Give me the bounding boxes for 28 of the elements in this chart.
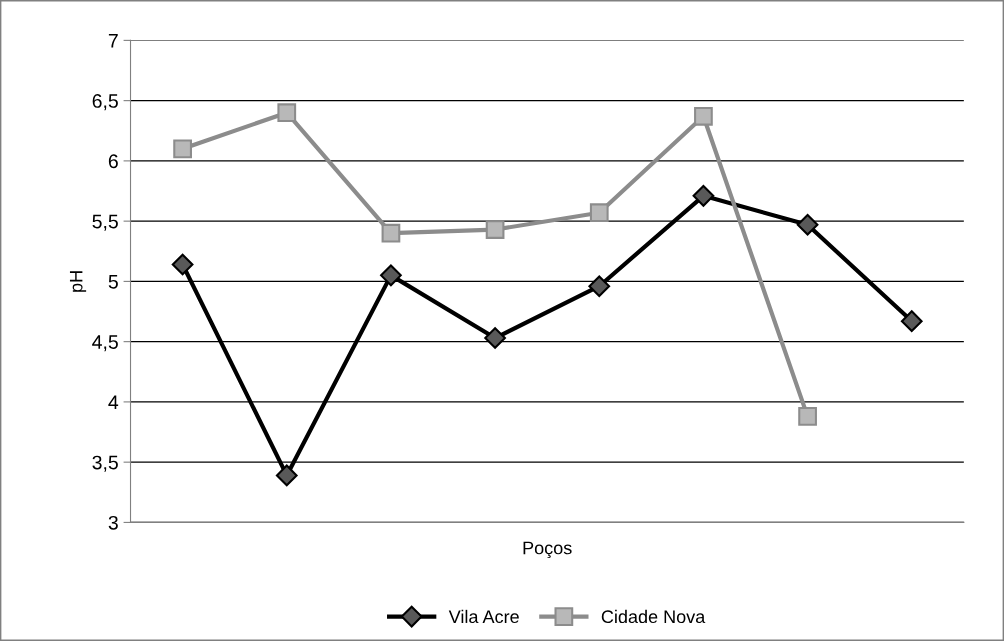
y-tick-label: 4,5 xyxy=(92,335,118,352)
point xyxy=(275,464,298,487)
point xyxy=(381,223,401,243)
point xyxy=(900,310,923,333)
x-axis-title: Poços xyxy=(523,541,572,558)
legend-label: Cidade Nova xyxy=(601,609,706,624)
y-tick-label: 6,5 xyxy=(92,94,118,111)
point xyxy=(694,106,713,126)
y-tick-label: 4 xyxy=(108,395,119,409)
point xyxy=(484,327,506,349)
point xyxy=(798,406,817,426)
point xyxy=(171,253,194,276)
y-tick-label: 3,5 xyxy=(92,455,118,472)
point xyxy=(796,213,819,236)
point xyxy=(692,184,715,207)
y-tick-label: 5,5 xyxy=(92,214,118,231)
point xyxy=(173,139,192,159)
y-axis-title: pH xyxy=(69,271,87,292)
y-tick-label: 3 xyxy=(108,515,118,530)
y-tick-label: 6 xyxy=(108,154,118,169)
y-tick-label: 5 xyxy=(108,275,118,289)
y-tick-label: 7 xyxy=(108,34,118,48)
point xyxy=(485,220,505,239)
point xyxy=(277,103,297,123)
point xyxy=(589,203,609,223)
point xyxy=(588,275,611,298)
legend-label: Vila Acre xyxy=(448,609,519,624)
point xyxy=(380,264,402,287)
